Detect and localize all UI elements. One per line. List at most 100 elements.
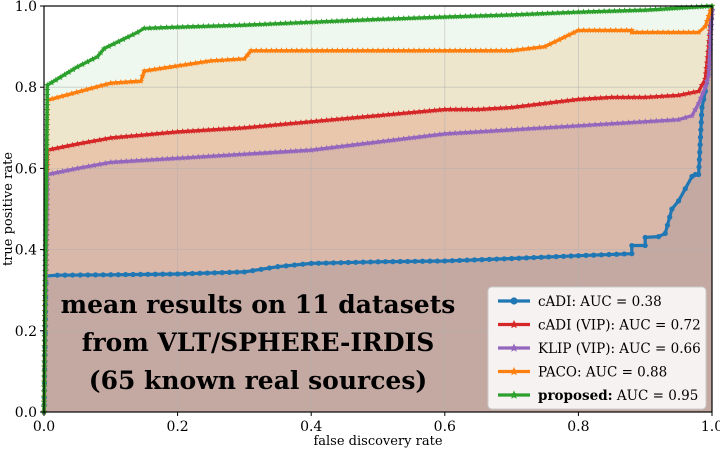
data-point	[353, 259, 359, 265]
data-point	[405, 134, 413, 141]
data-point	[591, 27, 598, 34]
data-point	[246, 123, 253, 131]
data-point	[43, 162, 50, 169]
data-point	[612, 27, 619, 34]
data-point	[395, 110, 402, 117]
data-point	[669, 116, 677, 123]
data-point	[43, 172, 50, 179]
data-point	[487, 127, 495, 134]
data-point	[703, 59, 711, 66]
data-point	[226, 269, 233, 275]
data-point	[486, 256, 492, 262]
data-point	[291, 262, 298, 268]
data-point	[705, 61, 713, 68]
data-point	[202, 58, 210, 65]
data-point	[374, 47, 382, 54]
data-point	[457, 129, 464, 136]
data-point	[159, 129, 166, 136]
data-point	[302, 118, 310, 125]
data-point	[182, 271, 188, 277]
data-point	[621, 251, 627, 257]
data-point	[235, 55, 243, 62]
data-point	[395, 15, 402, 22]
data-point	[675, 116, 682, 123]
data-point	[54, 144, 61, 151]
data-point	[680, 29, 687, 36]
data-point	[133, 132, 140, 139]
data-point	[205, 22, 212, 29]
data-point	[90, 137, 98, 144]
data-point	[42, 207, 50, 214]
data-point	[132, 78, 140, 85]
data-point	[330, 260, 337, 266]
data-point	[174, 128, 181, 135]
legend-label: PACO: AUC = 0.88	[538, 365, 667, 381]
data-point	[552, 123, 560, 130]
legend-marker	[509, 343, 519, 352]
data-point	[708, 21, 715, 28]
data-point	[580, 122, 588, 129]
data-point	[427, 258, 433, 264]
data-point	[273, 47, 280, 54]
data-point	[692, 106, 699, 113]
data-point	[503, 47, 510, 54]
data-point	[467, 47, 474, 54]
data-point	[410, 14, 418, 21]
data-point	[471, 257, 478, 263]
legend-label-text: cADI: AUC = 0.38	[538, 294, 662, 310]
data-point	[117, 158, 125, 165]
data-point	[204, 270, 210, 276]
data-point	[390, 258, 396, 265]
data-point	[525, 125, 532, 132]
data-point	[513, 126, 521, 133]
data-point	[541, 100, 549, 107]
data-point	[390, 47, 397, 54]
x-tick-label: 1.0	[701, 419, 720, 435]
data-point	[42, 227, 50, 234]
data-point	[364, 139, 371, 146]
data-point	[667, 5, 675, 12]
data-point	[107, 134, 114, 141]
data-point	[169, 155, 176, 162]
data-point	[369, 139, 377, 146]
data-point	[308, 47, 316, 54]
data-point	[472, 12, 479, 19]
data-point	[318, 145, 325, 152]
data-point	[152, 24, 159, 31]
data-point	[128, 157, 135, 164]
legend: cADI: AUC = 0.38 cADI (VIP): AUC = 0.72 KL…	[487, 286, 707, 410]
data-point	[498, 127, 505, 134]
data-point	[697, 149, 703, 155]
data-point	[41, 323, 49, 330]
data-point	[598, 252, 604, 258]
data-point	[236, 151, 243, 158]
data-point	[626, 7, 633, 14]
data-point	[699, 89, 707, 96]
data-point	[415, 47, 423, 54]
data-point	[374, 112, 382, 119]
data-point	[698, 127, 704, 133]
data-point	[446, 130, 454, 137]
data-point	[491, 105, 499, 112]
data-point	[462, 47, 469, 54]
data-point	[164, 129, 171, 136]
data-point	[64, 167, 71, 174]
data-point	[662, 230, 668, 236]
data-point	[272, 148, 279, 156]
data-point	[354, 16, 361, 23]
data-point	[102, 81, 110, 88]
data-point	[43, 142, 50, 149]
data-point	[508, 47, 515, 54]
data-point	[59, 143, 66, 150]
data-point	[591, 95, 599, 102]
data-point	[266, 149, 274, 156]
data-point	[568, 253, 574, 259]
data-point	[508, 11, 515, 18]
legend-label: KLIP (VIP): AUC = 0.66	[538, 341, 701, 357]
data-point	[688, 112, 696, 119]
data-point	[159, 155, 166, 162]
data-point	[43, 117, 51, 124]
data-point	[611, 7, 618, 14]
data-point	[415, 133, 423, 140]
data-point	[530, 101, 538, 108]
